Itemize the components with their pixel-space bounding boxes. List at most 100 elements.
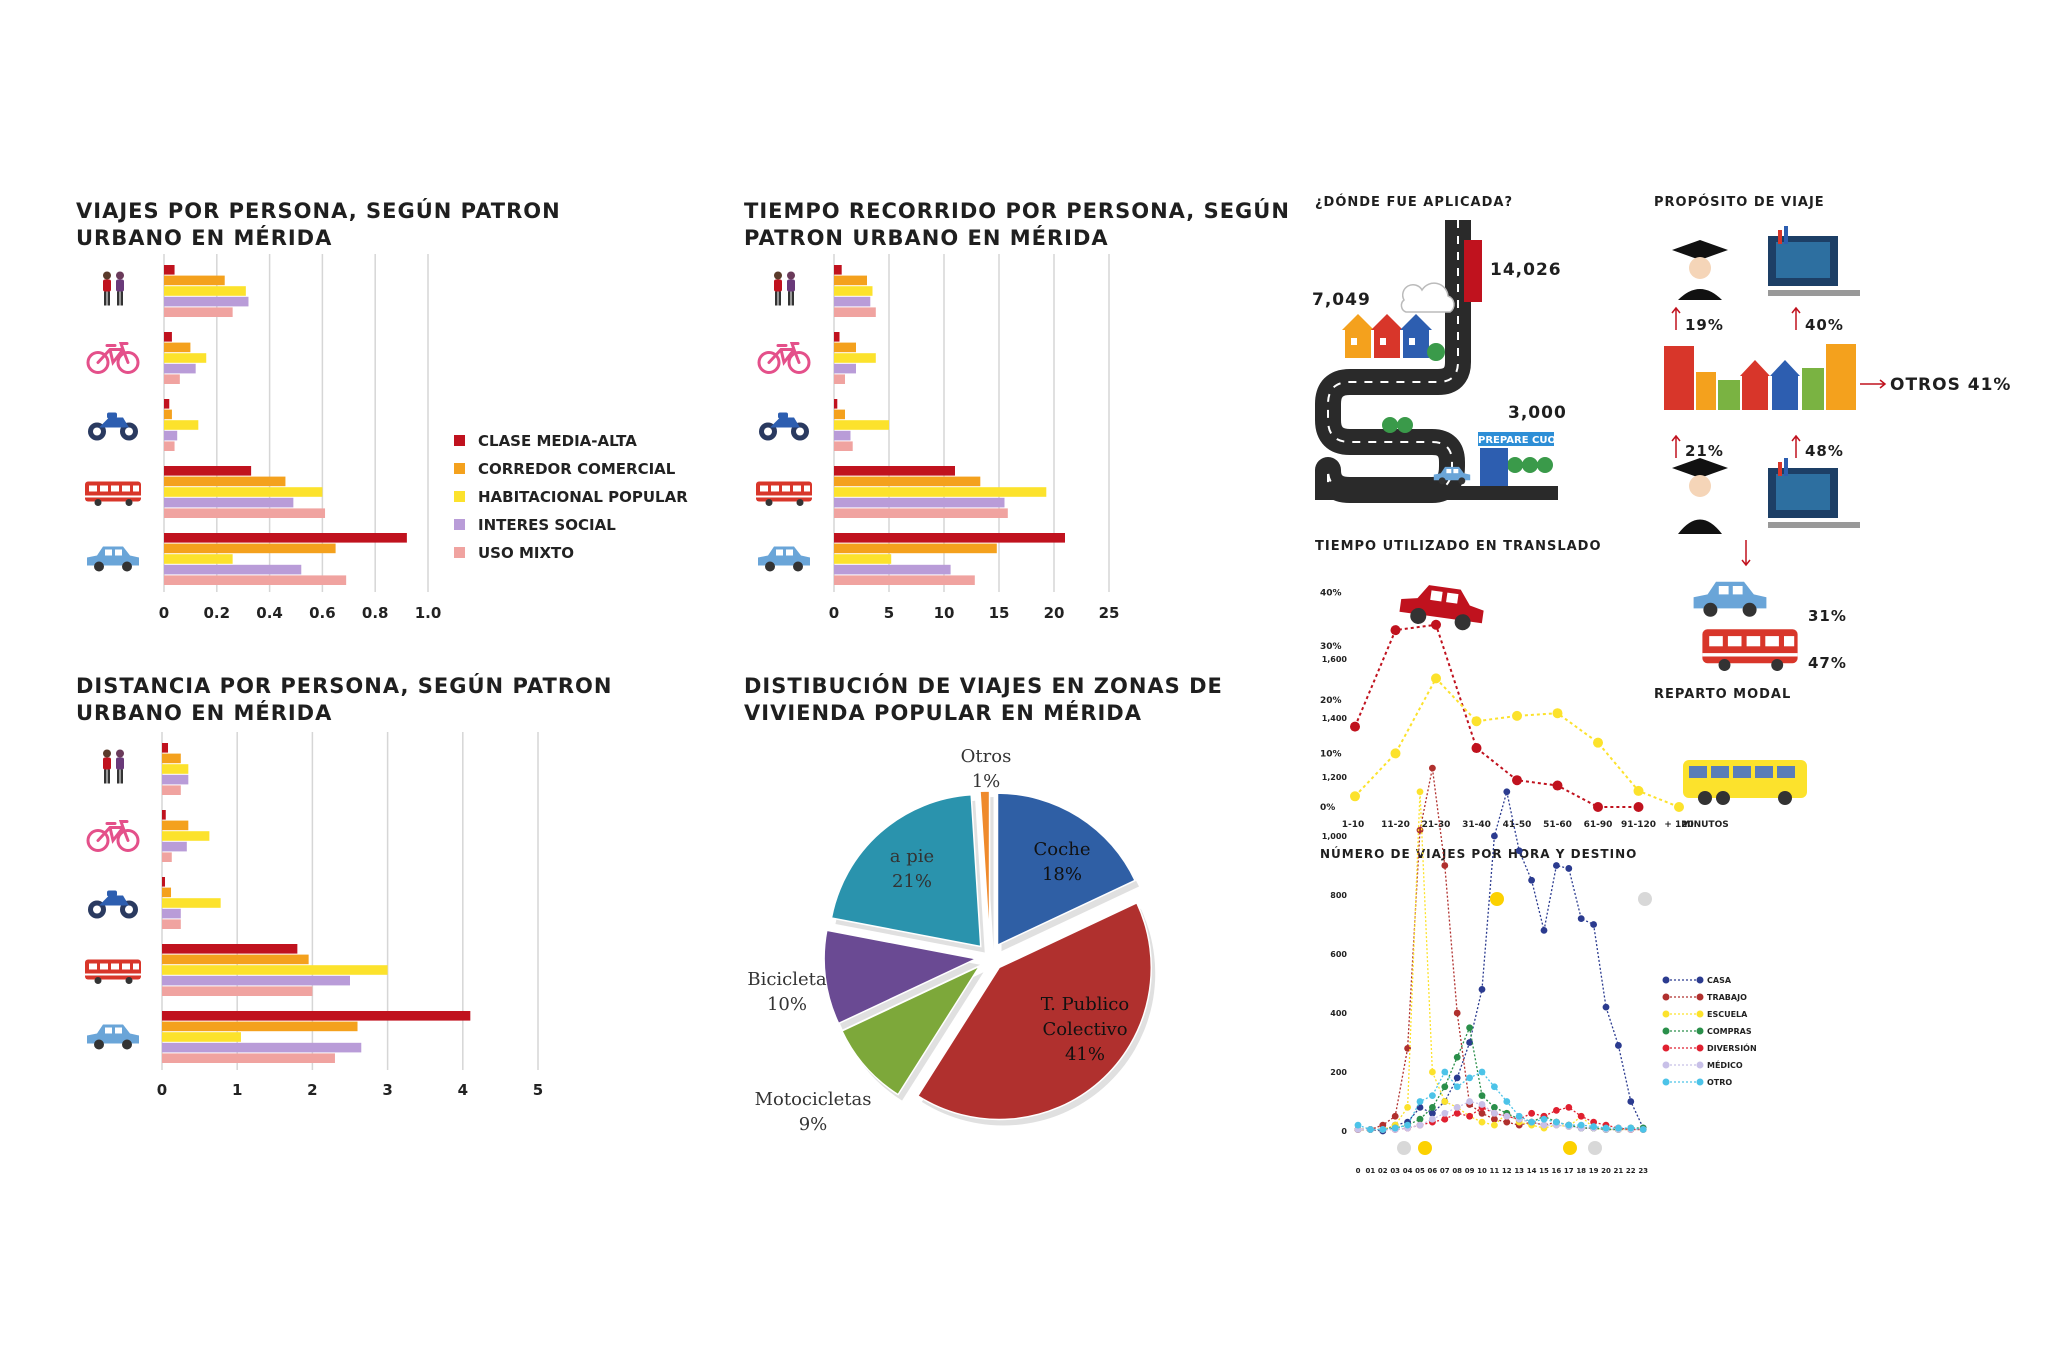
pct-car: 31% [1808, 607, 1847, 625]
y-tick-label: 0% [1320, 803, 1335, 813]
data-point [1627, 1098, 1635, 1105]
bus-icon [85, 481, 141, 506]
data-point [1593, 802, 1603, 812]
bar [162, 944, 298, 954]
chart-tiempo-icons [756, 271, 812, 572]
data-point [1627, 1124, 1635, 1132]
data-point [1540, 927, 1548, 934]
x-tick-label: 20 [1601, 1167, 1611, 1175]
pie-slice [996, 792, 1137, 947]
x-tick-label: 5 [533, 1081, 543, 1099]
data-point [1503, 1098, 1511, 1105]
data-point [1478, 1068, 1486, 1076]
series-line [1354, 623, 1639, 808]
legend-swatch [454, 491, 465, 502]
data-point [1503, 788, 1511, 796]
y-tick-label: 1,400 [1322, 714, 1348, 723]
data-point [1590, 921, 1597, 928]
legend-label: CLASE MEDIA-ALTA [478, 432, 637, 450]
data-point [1674, 802, 1684, 812]
data-point [1633, 785, 1644, 796]
data-point [1565, 1104, 1573, 1111]
bicycle-icon [86, 820, 140, 852]
pie-slice [979, 790, 991, 944]
icon-shape [757, 342, 811, 374]
data-point [1540, 1121, 1548, 1129]
legend-label: OTRO [1707, 1078, 1732, 1087]
x-tick-label: 04 [1403, 1167, 1413, 1175]
pie-label: a pie [890, 846, 934, 867]
data-point [1615, 1124, 1622, 1132]
x-tick-label: 01 [1366, 1167, 1376, 1175]
data-point [1390, 625, 1401, 636]
donde-title: ¿DÓNDE FUE APLICADA? [1315, 194, 1513, 210]
bar [834, 399, 838, 409]
pie-percent: 18% [1042, 864, 1082, 885]
bar [162, 975, 350, 986]
icon-shape [103, 749, 124, 784]
chart-distancia: DISTANCIA POR PERSONA, SEGÚN PATRON URBA… [76, 673, 611, 1099]
data-point [1429, 1104, 1436, 1111]
chart-tiempo: TIEMPO RECORRIDO POR PERSONA, SEGÚN PATR… [744, 198, 1289, 622]
bar [834, 476, 981, 487]
motorcycle-icon [88, 412, 138, 441]
legend-marker [1696, 993, 1704, 1001]
chart-viajes-title-line1: VIAJES POR PERSONA, SEGÚN PATRON [76, 198, 561, 223]
data-point [1391, 1124, 1399, 1132]
icon-shape [103, 271, 124, 306]
series-line [1358, 1100, 1644, 1131]
x-axis-label: MINUTOS [1681, 820, 1728, 830]
bar [164, 575, 347, 585]
sun-icon [1418, 892, 1577, 1155]
pct-48: 48% [1805, 442, 1844, 460]
bus-icon [1702, 629, 1798, 671]
y-tick-label: 1,000 [1322, 832, 1348, 841]
data-point [1471, 716, 1482, 727]
chart-tiempo-ticks: 0 5 10 15 20 25 [829, 604, 1120, 622]
x-tick-label: 0 [1356, 1167, 1361, 1175]
icon-shape [87, 1024, 139, 1050]
x-tick-label: 08 [1452, 1167, 1462, 1175]
stat-3000: 3,000 [1508, 403, 1567, 423]
bar [162, 820, 189, 831]
motorcycle-icon [759, 412, 809, 441]
legend-label: DIVERSIÓN [1707, 1042, 1757, 1053]
chart-viajes-bars [164, 265, 407, 585]
x-tick-label: 1-10 [1342, 820, 1365, 830]
pie-title-line1: DISTIBUCIÓN DE VIAJES EN ZONAS DE [744, 673, 1223, 698]
data-point [1453, 1053, 1461, 1061]
data-point [1552, 708, 1563, 719]
legend-marker [1696, 976, 1704, 984]
stat-7049: 7,049 [1312, 290, 1371, 310]
data-point [1453, 1083, 1461, 1091]
office-desk-icon [1768, 226, 1860, 296]
pie-percent: 1% [972, 771, 1001, 792]
data-point [1639, 1126, 1647, 1133]
toll-booth-icon [1478, 432, 1554, 486]
data-point [1491, 832, 1498, 840]
data-point [1471, 743, 1482, 754]
data-point [1577, 915, 1585, 922]
chart-viajes: VIAJES POR PERSONA, SEGÚN PATRON URBANO … [76, 198, 561, 622]
data-point [1390, 748, 1401, 759]
bar [162, 764, 189, 774]
icon-shape [774, 271, 795, 306]
stat-14026: 14,026 [1490, 260, 1562, 280]
x-tick-label: 3 [382, 1081, 392, 1099]
bar [164, 476, 286, 487]
chart-tiempo-bars [834, 265, 1065, 585]
bar [162, 785, 181, 795]
data-point [1553, 1106, 1560, 1114]
bar [164, 533, 407, 543]
x-tick-label: 51-60 [1543, 820, 1572, 830]
bar [162, 852, 172, 862]
road-markings [1327, 220, 1459, 500]
icon-shape [86, 342, 140, 374]
bar [164, 332, 172, 342]
legend-marker [1696, 1027, 1704, 1035]
data-point [1515, 847, 1523, 855]
viajes-hora-series [1354, 764, 1647, 1135]
bar [164, 296, 249, 307]
people-icon [774, 271, 795, 306]
